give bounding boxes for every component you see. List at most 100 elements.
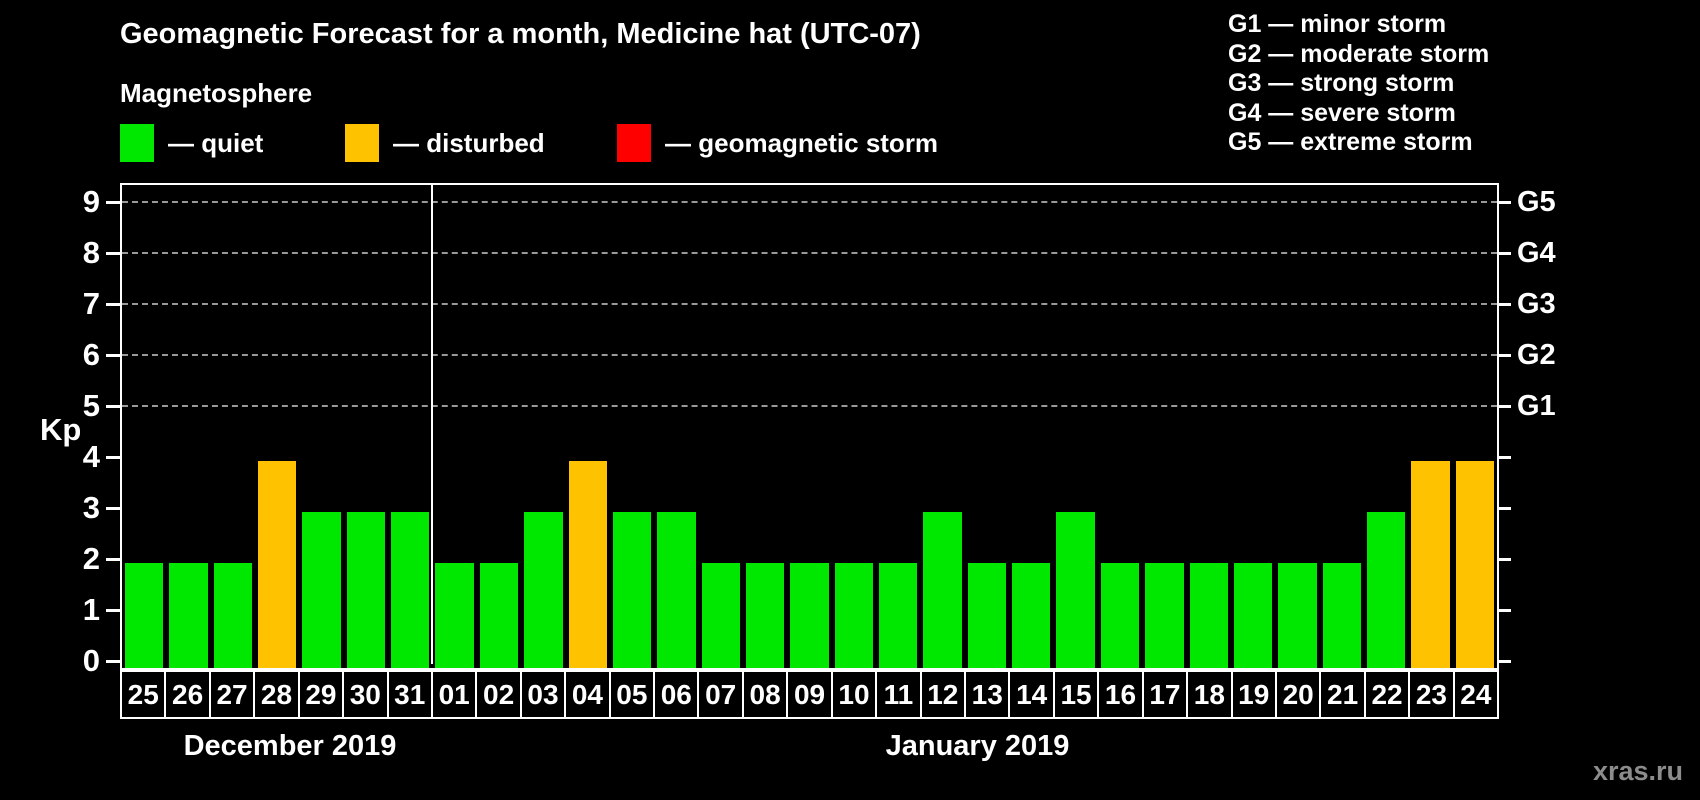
day-label-cell-29: 29 [300,672,345,717]
day-label-cell-22: 22 [1366,672,1411,717]
month-separator-line [431,185,434,664]
kp-bar-30 [346,512,386,668]
day-label-cell-20: 20 [1277,672,1322,717]
y-tick-label-3: 3 [82,490,100,525]
day-label-cell-13: 13 [966,672,1011,717]
day-label-cell-10: 10 [833,672,878,717]
day-label-cell-18: 18 [1188,672,1233,717]
kp-bar-03 [524,512,563,668]
kp-bar-10 [834,563,874,668]
kp-bar-06 [657,512,696,668]
gridline-kp8 [122,252,1497,254]
right-tick-kp5 [1497,405,1511,408]
day-label-cell-19: 19 [1233,672,1277,717]
kp-bar-07 [701,563,740,668]
kp-bar-17 [1145,563,1184,668]
day-label-cell-30: 30 [344,672,389,717]
day-label-cell-12: 12 [922,672,967,717]
kp-bar-05 [612,512,652,668]
day-axis-row: 25 26 27 28 29 30 31 01 02 03 04 05 06 07 08 09 10 11 12 13… [120,670,1499,719]
kp-bar-24 [1455,461,1494,668]
right-tick-kp4 [1497,456,1511,459]
left-tick-kp2 [106,558,120,561]
month-label-january: January 2019 [885,730,1070,762]
kp-bar-13 [967,563,1007,668]
day-label-cell-27: 27 [211,672,256,717]
kp-bar-14 [1012,563,1051,668]
storm-scale-line-g1: G1 — minor storm [1228,10,1447,38]
legend-item-geomagnetic-storm: — geomagnetic storm [617,122,938,164]
kp-bar-09 [790,563,829,668]
right-tick-kp7 [1497,303,1511,306]
kp-bar-21 [1322,563,1361,668]
kp-bar-02 [479,563,519,668]
y-tick-label-2: 2 [82,541,100,576]
geomagnetic-storm-color-swatch [617,124,651,162]
g-scale-label-g5: G5 [1517,186,1556,218]
kp-bar-20 [1278,563,1317,668]
kp-bar-23 [1411,461,1450,668]
day-label-cell-11: 11 [877,672,922,717]
kp-bar-11 [879,563,918,668]
day-label-cell-15: 15 [1055,672,1100,717]
left-tick-kp7 [106,303,120,306]
legend-label-quiet: — quiet [168,127,264,158]
right-tick-kp8 [1497,252,1511,255]
kp-bar-22 [1366,512,1406,668]
watermark-xras: xras.ru [1592,756,1683,786]
day-label-cell-06: 06 [655,672,700,717]
y-tick-label-6: 6 [82,337,100,372]
left-tick-kp3 [106,507,120,510]
storm-scale-legend: G1 — minor storm G2 — moderate storm G3 … [1228,10,1489,158]
magnetosphere-subtitle: Magnetosphere [120,78,313,108]
left-tick-kp1 [106,609,120,612]
day-label-cell-14: 14 [1010,672,1055,717]
g-scale-label-g3: G3 [1517,288,1556,320]
g-scale-label-g2: G2 [1517,339,1556,371]
kp-bar-15 [1056,512,1095,668]
kp-bar-31 [391,512,430,668]
gridline-kp7 [122,303,1497,305]
day-label-cell-31: 31 [389,672,433,717]
kp-bar-08 [745,563,785,668]
left-tick-kp5 [106,405,120,408]
kp-bar-27 [213,563,253,668]
storm-scale-line-g2: G2 — moderate storm [1228,39,1490,68]
g-scale-label-g1: G1 [1517,390,1556,422]
disturbed-color-swatch [345,124,379,162]
right-tick-kp6 [1497,354,1511,357]
kp-bar-12 [923,512,962,668]
right-tick-kp0 [1497,660,1511,663]
day-label-cell-03: 03 [522,672,567,717]
left-tick-kp9 [106,201,120,204]
day-label-cell-09: 09 [788,672,833,717]
left-tick-kp4 [106,456,120,459]
kp-bar-16 [1100,563,1140,668]
day-label-cell-08: 08 [744,672,789,717]
storm-scale-line-g5: G5 — extreme storm [1228,128,1473,156]
day-label-cell-07: 07 [699,672,744,717]
right-tick-kp3 [1497,507,1511,510]
y-tick-label-4: 4 [82,439,100,474]
y-tick-label-1: 1 [82,592,100,627]
kp-bar-29 [302,512,341,668]
day-label-cell-28: 28 [255,672,300,717]
legend-label-geomagnetic-storm: — geomagnetic storm [665,127,939,158]
kp-bar-26 [169,563,208,668]
kp-bar-25 [125,563,164,668]
y-tick-label-0: 0 [82,643,100,678]
day-label-cell-25: 25 [122,672,167,717]
kp-bar-01 [435,563,474,668]
gridline-kp5 [122,405,1497,407]
kp-bar-19 [1233,563,1273,668]
gridline-kp6 [122,354,1497,356]
y-axis-label-kp: Kp [40,412,82,447]
y-tick-label-5: 5 [82,388,100,423]
y-tick-label-9: 9 [82,184,100,219]
day-label-cell-23: 23 [1410,672,1455,717]
kp-bar-18 [1189,563,1228,668]
day-label-cell-01: 01 [433,672,478,717]
kp-bar-28 [258,461,297,668]
day-label-cell-24: 24 [1460,678,1492,710]
